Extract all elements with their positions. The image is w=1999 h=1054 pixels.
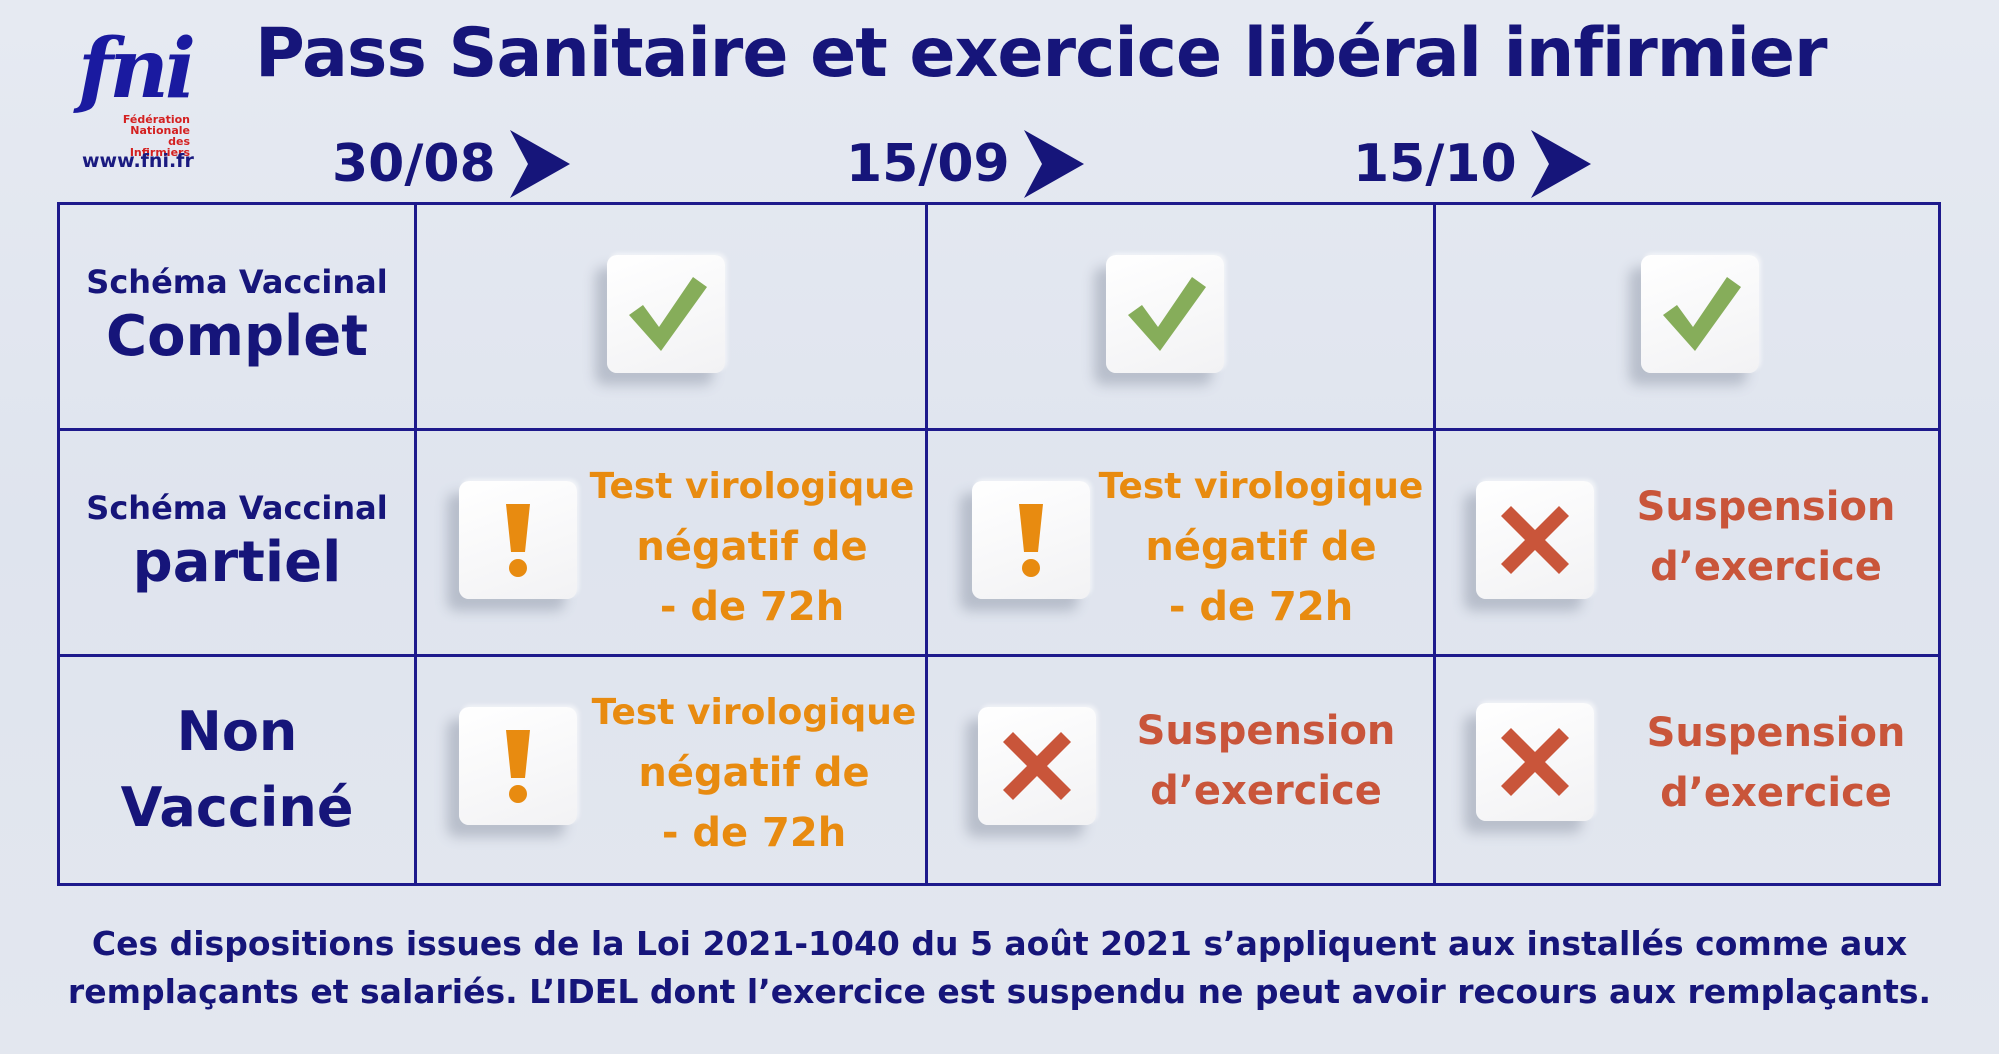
table-cell: Suspension d’exercice [1436,431,1938,657]
cell-text-line: - de 72h [1168,584,1354,630]
date-text: 30/08 [332,134,496,194]
date-label-2: 15/09 [846,128,1086,200]
row-header-partiel: Schéma Vaccinal partiel [60,431,417,657]
cell-text-line: Test virologique [589,466,915,507]
arrow-right-icon [1530,130,1591,198]
cell-text: Test virologique négatif de - de 72h [587,457,917,637]
cell-text-line: Suspension [1636,484,1896,530]
cross-icon [978,707,1096,825]
row-header-non-vaccine: Non Vacciné [60,657,417,883]
cell-text-line: Test virologique [591,692,917,733]
cell-text-line: - de 72h [661,810,847,856]
check-icon [607,255,725,373]
page-title: Pass Sanitaire et exercice libéral infir… [255,14,1828,93]
row-header-complet: Schéma Vaccinal Complet [60,205,417,431]
table-cell [928,205,1436,431]
logo-url: www.fni.fr [82,150,194,172]
logo-brand: fni [78,21,196,117]
footer-line: Ces dispositions issues de la Loi 2021-1… [91,924,1908,963]
date-text: 15/09 [846,134,1010,194]
exclamation-icon [972,481,1090,599]
exclamation-icon [459,481,577,599]
check-icon [1106,255,1224,373]
arrow-right-icon [509,130,570,198]
cell-text-line: d’exercice [1650,544,1882,590]
cell-text-line: d’exercice [1660,770,1892,816]
arrow-right-icon [1023,130,1084,198]
cell-text-line: Test virologique [1098,466,1424,507]
cell-text-line: négatif de [1145,524,1377,570]
logo-sub-line: Fédération [122,113,190,126]
date-label-1: 30/08 [332,128,572,200]
cell-text: Suspension d’exercice [1616,703,1936,823]
row-header-big: partiel [132,529,342,595]
date-label-3: 15/10 [1353,128,1593,200]
row-header-line: Non [176,700,298,763]
row-header-small: Schéma Vaccinal [86,262,388,301]
date-text: 15/10 [1353,134,1517,194]
logo-sub-line: Nationale [130,124,190,137]
row-header-small: Schéma Vaccinal [86,488,388,527]
check-icon [1641,255,1759,373]
cell-text-line: Suspension [1646,710,1906,756]
table-cell [417,205,928,431]
cell-text: Suspension d’exercice [1606,477,1926,597]
table-cell: Test virologique négatif de - de 72h [417,657,928,883]
cross-icon [1476,703,1594,821]
table-cell: Suspension d’exercice [1436,657,1938,883]
cell-text: Test virologique négatif de - de 72h [1096,457,1426,637]
footer-note: Ces dispositions issues de la Loi 2021-1… [0,920,1999,1016]
row-header-big: Complet [106,303,368,369]
cell-text-line: négatif de [636,524,868,570]
fni-logo: fni Fédération Nationale des Infirmiers … [78,28,218,178]
table-cell: Suspension d’exercice [928,657,1436,883]
cell-text: Test virologique négatif de - de 72h [589,683,919,863]
table-cell: Test virologique négatif de - de 72h [417,431,928,657]
cross-icon [1476,481,1594,599]
exclamation-icon [459,707,577,825]
row-header-line: Vacciné [120,776,354,839]
footer-line: remplaçants et salariés. L’IDEL dont l’e… [67,972,1932,1011]
table-cell: Test virologique négatif de - de 72h [928,431,1436,657]
logo-sub-line: des Infirmiers [129,135,190,159]
cell-text: Suspension d’exercice [1106,701,1426,821]
cell-text-line: - de 72h [659,584,845,630]
table-cell [1436,205,1938,431]
cell-text-line: d’exercice [1150,768,1382,814]
cell-text-line: négatif de [638,750,870,796]
cell-text-line: Suspension [1136,708,1396,754]
status-table: Schéma Vaccinal Complet Schéma Vaccinal … [57,202,1941,886]
logo-subtitle: Fédération Nationale des Infirmiers [110,114,190,158]
